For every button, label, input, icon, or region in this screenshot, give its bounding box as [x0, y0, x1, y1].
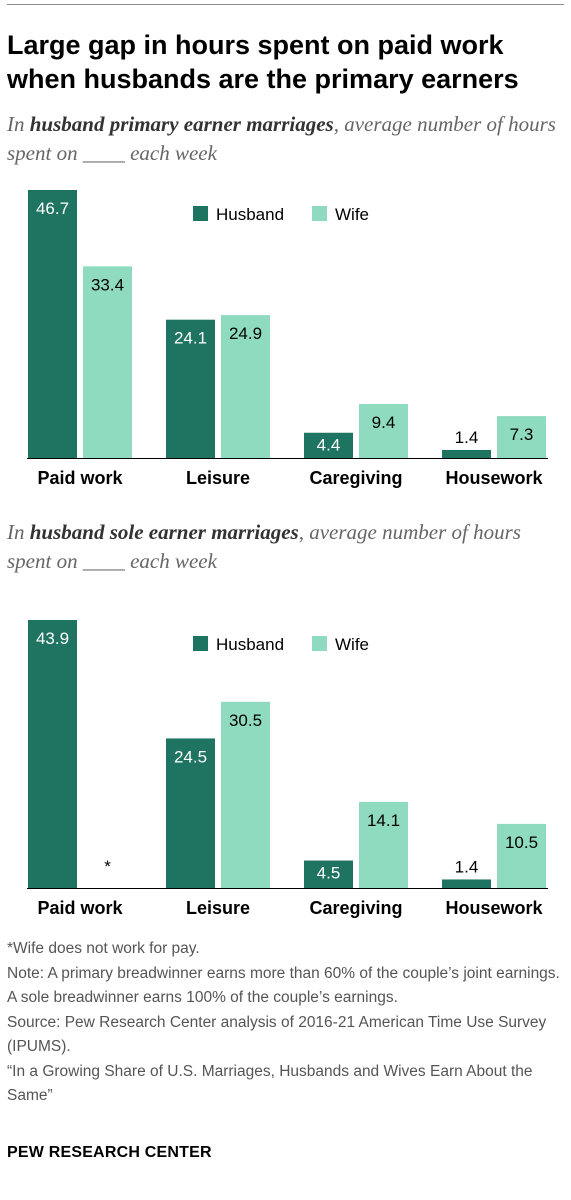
bar-husband-leisure [166, 738, 215, 888]
bar-wife-paid-work [83, 266, 132, 458]
chart-2-group-caregiving: 4.5 14.1 Caregiving [304, 801, 408, 918]
chart-1-primary-earner: Husband Wife 46.7 33.4 Paid work 24.1 24.9 Leis… [0, 170, 571, 500]
bar-husband-leisure [166, 319, 215, 458]
bar-wife-leisure [221, 315, 270, 458]
bar-husband-caregiving [304, 432, 353, 458]
chart-2-group-housework: 1.4 10.5 Housework [442, 823, 546, 918]
chart-1-group-caregiving: 4.4 9.4 Caregiving [304, 404, 408, 488]
data-label-wife-caregiving: 9.4 [372, 413, 396, 432]
footer-brand: PEW RESEARCH CENTER [7, 1144, 212, 1161]
bar-husband-paid-work [28, 620, 77, 888]
data-label-husband-paid-work: 46.7 [36, 199, 69, 218]
bar-wife-caregiving [359, 801, 408, 888]
category-label-leisure: Leisure [186, 898, 250, 918]
data-label-wife-housework: 10.5 [505, 833, 538, 852]
chart-1-subtitle: In husband primary earner marriages, ave… [7, 110, 564, 168]
chart-1-group-paid-work: 46.7 33.4 Paid work [28, 190, 132, 488]
chart-1-group-housework: 1.4 7.3 Housework [442, 416, 546, 488]
chart-1-subtitle-tail: , average number of hours spent on ____ … [7, 112, 556, 165]
data-label-wife-leisure: 30.5 [229, 711, 262, 730]
category-label-housework: Housework [445, 468, 543, 488]
chart-1-subtitle-lead: In [7, 112, 30, 136]
note-source: Source: Pew Research Center analysis of … [7, 1013, 547, 1056]
category-label-leisure: Leisure [186, 468, 250, 488]
data-label-wife-paid-work: 33.4 [91, 275, 124, 294]
legend-label-husband: Husband [216, 205, 284, 224]
legend-swatch-husband [193, 206, 208, 221]
legend-label-husband: Husband [216, 635, 284, 654]
bar-husband-caregiving [304, 860, 353, 888]
legend-swatch-wife [312, 636, 327, 651]
data-label-husband-paid-work: 43.9 [36, 629, 69, 648]
chart-2-subtitle-lead: In [7, 520, 30, 544]
data-label-wife-leisure: 24.9 [229, 324, 262, 343]
bar-husband-housework [442, 449, 491, 458]
data-label-husband-housework: 1.4 [455, 428, 479, 447]
category-label-paid-work: Paid work [37, 468, 123, 488]
category-label-housework: Housework [445, 898, 543, 918]
footnote-asterisk: *Wife does not work for pay. [7, 940, 200, 957]
data-label-husband-leisure: 24.1 [174, 329, 207, 348]
chart-2-subtitle-bold: husband sole earner marriages [29, 520, 299, 544]
data-label-husband-caregiving: 4.5 [317, 864, 341, 883]
chart-2-group-paid-work: 43.9 * Paid work [28, 620, 123, 918]
data-label-husband-leisure: 24.5 [174, 747, 207, 766]
legend-swatch-husband [193, 636, 208, 651]
chart-2-group-leisure: 24.5 30.5 Leisure [166, 701, 270, 918]
category-label-caregiving: Caregiving [309, 468, 402, 488]
bar-wife-leisure [221, 701, 270, 888]
data-label-husband-caregiving: 4.4 [317, 436, 341, 455]
bar-husband-paid-work [28, 190, 77, 458]
chart-2-svg: Husband Wife 43.9 * Paid work 24.5 30.5 Leisure… [27, 620, 548, 918]
chart-1-svg: Husband Wife 46.7 33.4 Paid work 24.1 24.9 Leis… [27, 190, 548, 488]
data-label-wife-caregiving: 14.1 [367, 811, 400, 830]
bar-wife-housework [497, 823, 546, 888]
data-label-wife-housework: 7.3 [510, 425, 534, 444]
chart-1-legend: Husband Wife [193, 205, 369, 224]
category-label-paid-work: Paid work [37, 898, 123, 918]
bar-wife-housework [497, 416, 546, 458]
data-label-husband-housework: 1.4 [455, 857, 479, 876]
bar-wife-caregiving [359, 404, 408, 458]
chart-2-legend: Husband Wife [193, 635, 369, 654]
chart-1-group-leisure: 24.1 24.9 Leisure [166, 315, 270, 488]
chart-2-sole-earner: Husband Wife 43.9 * Paid work 24.5 30.5 Leisure… [0, 600, 571, 930]
chart-2-subtitle-tail: , average number of hours spent on ____ … [7, 520, 521, 573]
legend-label-wife: Wife [335, 635, 369, 654]
data-label-wife-paid-work: * [104, 857, 111, 876]
bar-husband-housework [442, 879, 491, 888]
chart-2-subtitle: In husband sole earner marriages, averag… [7, 518, 564, 576]
top-rule [7, 4, 564, 5]
legend-label-wife: Wife [335, 205, 369, 224]
note-definition: Note: A primary breadwinner earns more t… [7, 964, 560, 1007]
chart-title: Large gap in hours spent on paid work wh… [7, 30, 519, 94]
notes-section: *Wife does not work for pay. Note: A pri… [7, 937, 564, 1109]
legend-swatch-wife [312, 206, 327, 221]
note-report-title: “In a Growing Share of U.S. Marriages, H… [7, 1062, 533, 1105]
category-label-caregiving: Caregiving [309, 898, 402, 918]
chart-1-subtitle-bold: husband primary earner marriages [29, 112, 334, 136]
